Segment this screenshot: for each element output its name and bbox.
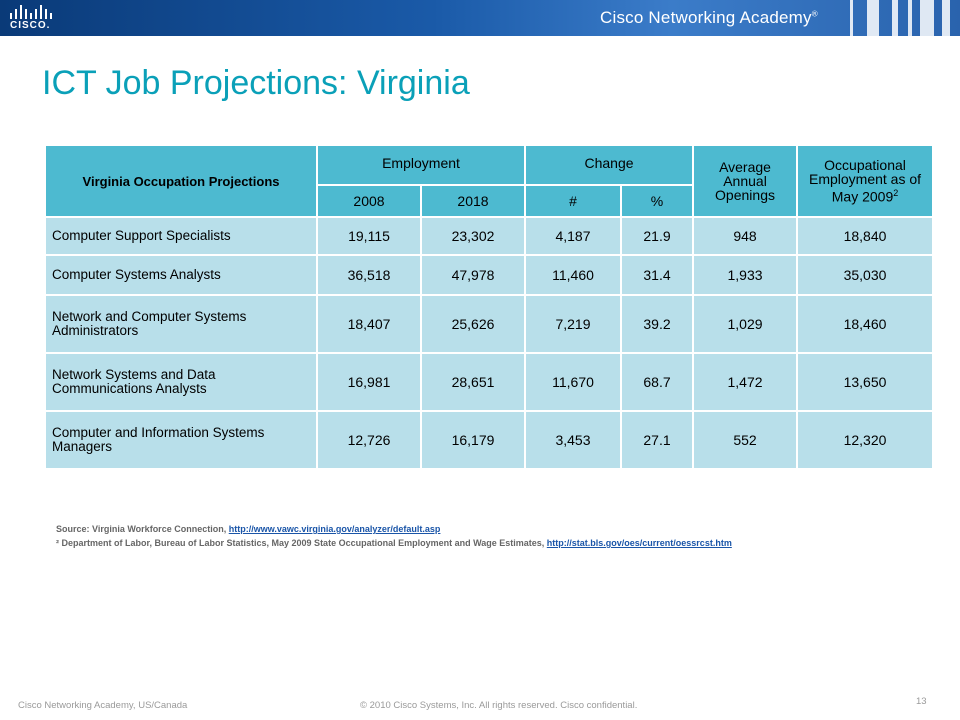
change-number: 11,670: [524, 352, 622, 412]
cisco-logo-icon: [10, 5, 52, 19]
change-percent: 21.9: [619, 216, 695, 256]
employment-2008: 19,115: [316, 216, 422, 256]
footer-left: Cisco Networking Academy, US/Canada: [18, 700, 188, 711]
employment-2018: 28,651: [420, 352, 526, 412]
occupation-column-header: Virginia Occupation Projections: [44, 144, 318, 218]
table-row: Computer Support Specialists 19,115 23,3…: [44, 216, 935, 256]
change-percent: 31.4: [619, 254, 695, 296]
employment-2008: 36,518: [316, 254, 422, 296]
employment-2008: 12,726: [316, 410, 422, 470]
change-number: 7,219: [524, 294, 622, 354]
employment-2008: 18,407: [316, 294, 422, 354]
footnote-2-marker: 2: [893, 188, 899, 199]
annual-openings: 948: [692, 216, 799, 256]
change-number: 4,187: [524, 216, 622, 256]
change-percent: 27.1: [619, 410, 695, 470]
change-column-header: Change: [523, 144, 695, 186]
source-label: Source: Virginia Workforce Connection,: [56, 524, 229, 534]
table-row: Computer and Information Systems Manager…: [44, 410, 935, 470]
academy-title: Cisco Networking Academy®: [600, 8, 818, 28]
source-link[interactable]: http://www.vawc.virginia.gov/analyzer/de…: [228, 524, 441, 534]
footer-copyright: © 2010 Cisco Systems, Inc. All rights re…: [360, 700, 638, 711]
change-percent-header: %: [619, 184, 695, 218]
change-percent: 39.2: [619, 294, 695, 354]
annual-openings: 1,933: [692, 254, 799, 296]
occupational-employment: 18,840: [796, 216, 935, 256]
page-number: 13: [916, 696, 927, 707]
bls-link[interactable]: http://stat.bls.gov/oes/current/oessrcst…: [546, 538, 732, 548]
year-2008-header: 2008: [316, 184, 422, 218]
table-row: Network and Computer Systems Administrat…: [44, 294, 935, 354]
annual-openings: 1,029: [692, 294, 799, 354]
occupational-employment-column-header: Occupational Employment as of May 20092: [796, 144, 935, 218]
occupation-name: Network and Computer Systems Administrat…: [44, 294, 318, 354]
occupation-name: Network Systems and Data Communications …: [44, 352, 318, 412]
annual-openings: 552: [692, 410, 799, 470]
change-number: 11,460: [524, 254, 622, 296]
employment-2018: 23,302: [420, 216, 526, 256]
cisco-logo-text: CISCO.: [10, 20, 51, 31]
annual-openings: 1,472: [692, 352, 799, 412]
employment-2018: 16,179: [420, 410, 526, 470]
occupational-employment: 18,460: [796, 294, 935, 354]
banner-stripes-decoration: [850, 0, 960, 36]
occupational-employment: 35,030: [796, 254, 935, 296]
employment-2018: 47,978: [420, 254, 526, 296]
employment-2008: 16,981: [316, 352, 422, 412]
academy-name: Cisco Networking Academy: [600, 8, 812, 27]
employment-column-header: Employment: [316, 144, 526, 186]
occupational-employment-label: Occupational Employment as of May 2009: [808, 157, 922, 205]
occupation-name: Computer Systems Analysts: [44, 254, 318, 296]
table-row: Network Systems and Data Communications …: [44, 352, 935, 412]
occupation-name: Computer and Information Systems Manager…: [44, 410, 318, 470]
year-2018-header: 2018: [420, 184, 526, 218]
page-title: ICT Job Projections: Virginia: [42, 64, 470, 102]
projections-table: Virginia Occupation Projections Employme…: [44, 144, 935, 470]
table-row: Computer Systems Analysts 36,518 47,978 …: [44, 254, 935, 296]
footnote-2: ² Department of Labor, Bureau of Labor S…: [56, 536, 732, 550]
change-number: 3,453: [524, 410, 622, 470]
change-number-header: #: [524, 184, 622, 218]
occupational-employment: 12,320: [796, 410, 935, 470]
change-percent: 68.7: [619, 352, 695, 412]
employment-2018: 25,626: [420, 294, 526, 354]
footnote-2-label: ² Department of Labor, Bureau of Labor S…: [56, 538, 547, 548]
source-note: Source: Virginia Workforce Connection, h…: [56, 522, 732, 536]
header-banner: CISCO. Cisco Networking Academy®: [0, 0, 960, 36]
footnotes: Source: Virginia Workforce Connection, h…: [56, 522, 732, 550]
openings-column-header: Average Annual Openings: [692, 144, 799, 218]
trademark-mark: ®: [811, 9, 818, 19]
occupation-name: Computer Support Specialists: [44, 216, 318, 256]
occupational-employment: 13,650: [796, 352, 935, 412]
